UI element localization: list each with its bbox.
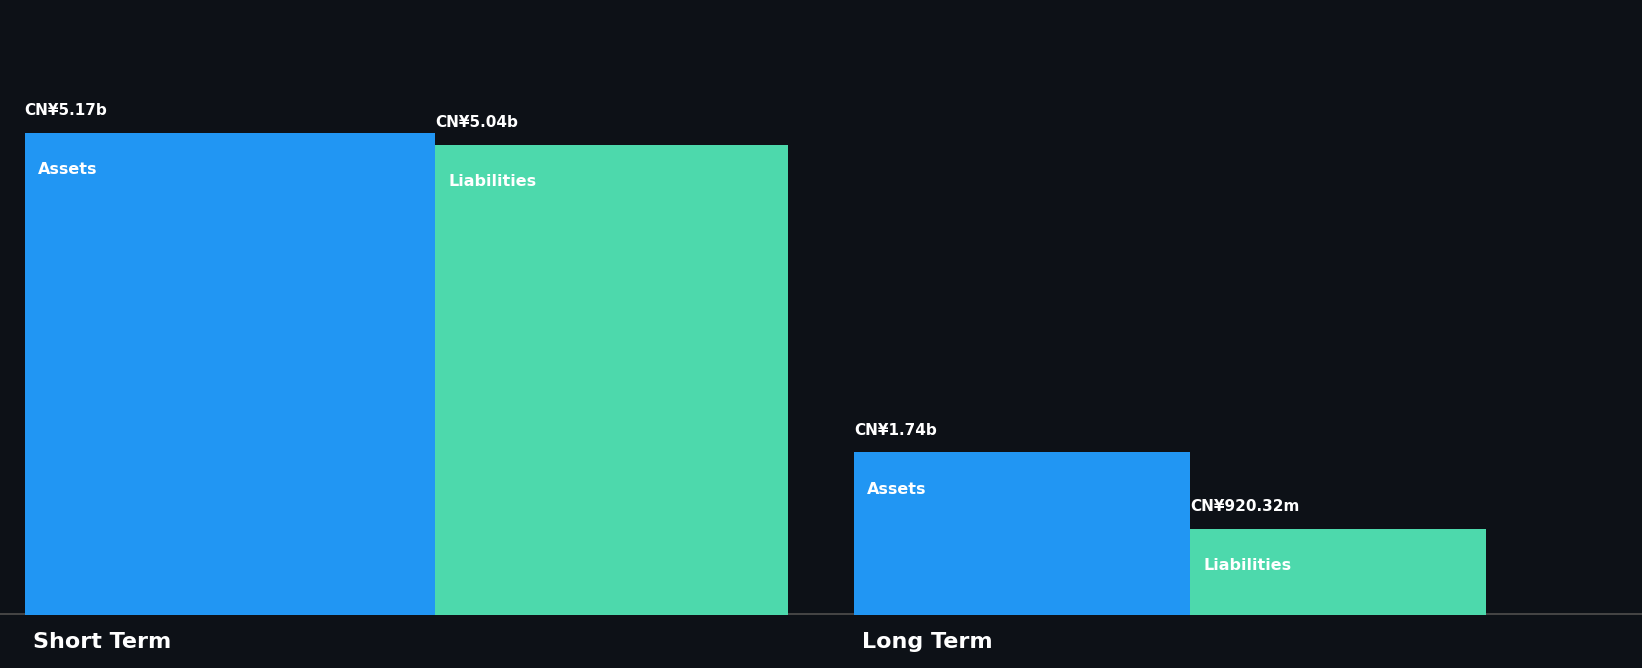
- Text: CN¥5.04b: CN¥5.04b: [435, 115, 517, 130]
- Text: Short Term: Short Term: [33, 632, 171, 652]
- Bar: [25, 132, 435, 615]
- Text: Assets: Assets: [38, 162, 97, 177]
- Text: CN¥5.17b: CN¥5.17b: [25, 103, 107, 118]
- Text: Liabilities: Liabilities: [1204, 558, 1292, 573]
- Text: Assets: Assets: [867, 482, 926, 497]
- Text: Liabilities: Liabilities: [448, 174, 537, 189]
- Text: CN¥920.32m: CN¥920.32m: [1190, 499, 1300, 514]
- Bar: [854, 452, 1190, 615]
- Text: Long Term: Long Term: [862, 632, 993, 652]
- Bar: [1190, 529, 1486, 615]
- Bar: [0, 613, 1642, 615]
- Text: CN¥1.74b: CN¥1.74b: [854, 423, 936, 438]
- Bar: [435, 145, 788, 615]
